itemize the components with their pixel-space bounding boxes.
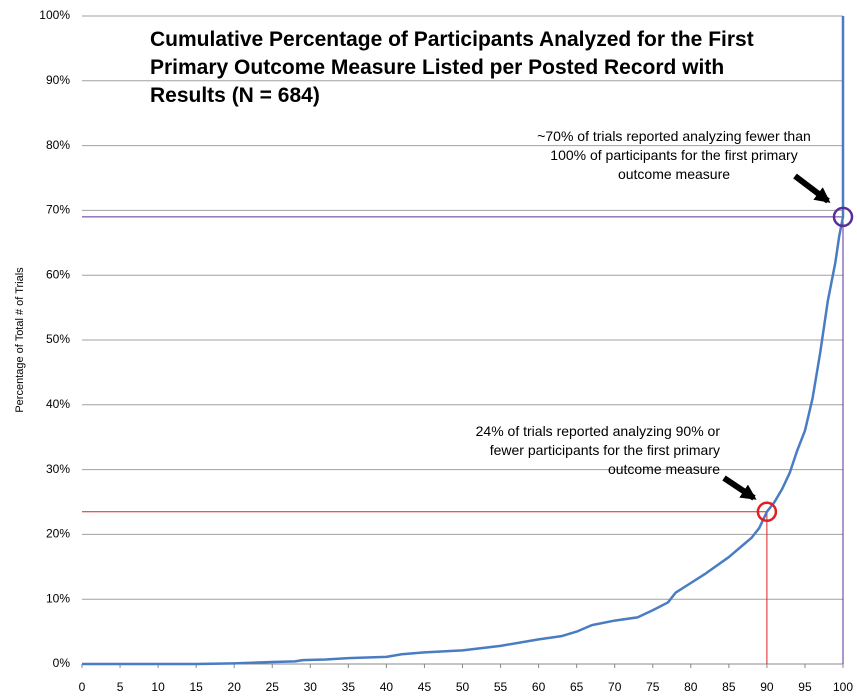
y-tick-label: 10%: [46, 591, 70, 605]
y-tick-label: 0%: [53, 656, 71, 670]
x-tick-label: 90: [760, 680, 774, 694]
annotation: 24% of trials reported analyzing 90% or …: [475, 423, 720, 477]
x-tick-label: 95: [798, 680, 812, 694]
y-tick-label: 60%: [46, 267, 70, 281]
arrow: [793, 173, 831, 204]
x-tick-label: 55: [494, 680, 508, 694]
y-axis-label: Percentage of Total # of Trials: [14, 267, 26, 413]
y-tick-label: 50%: [46, 332, 70, 346]
x-tick-label: 30: [304, 680, 318, 694]
x-tick-label: 80: [684, 680, 698, 694]
x-tick-label: 0: [79, 680, 86, 694]
x-tick-label: 10: [151, 680, 165, 694]
x-tick-label: 50: [456, 680, 470, 694]
x-tick-label: 100: [833, 680, 853, 694]
y-tick-label: 40%: [46, 397, 70, 411]
arrow: [722, 475, 757, 501]
x-tick-label: 5: [117, 680, 124, 694]
highlight-circle: [756, 501, 778, 522]
x-tick-label: 75: [646, 680, 660, 694]
y-tick-label: 20%: [46, 527, 70, 541]
x-tick-label: 25: [266, 680, 280, 694]
y-tick-label: 70%: [46, 203, 70, 217]
y-tick-label: 100%: [39, 8, 70, 22]
y-tick-label: 80%: [46, 138, 70, 152]
x-tick-label: 40: [380, 680, 394, 694]
x-tick-label: 60: [532, 680, 546, 694]
x-tick-label: 20: [228, 680, 242, 694]
x-tick-label: 15: [189, 680, 203, 694]
line: [82, 16, 845, 666]
y-tick-label: 90%: [46, 73, 70, 87]
x-tick-label: 35: [342, 680, 356, 694]
highlight-circle: [832, 206, 854, 228]
annotation: ~70% of trials reported analyzing fewer …: [537, 128, 811, 182]
x-tick-label: 65: [570, 680, 584, 694]
x-tick-label: 85: [722, 680, 736, 694]
x-tick-label: 70: [608, 680, 622, 694]
x-tick-label: 45: [418, 680, 432, 694]
y-tick-label: 30%: [46, 462, 70, 476]
chart-title: Cumulative Percentage of Participants An…: [150, 28, 754, 107]
